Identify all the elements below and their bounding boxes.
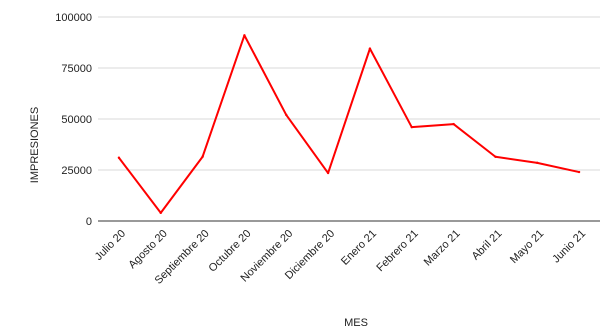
y-tick-label: 75000 — [61, 63, 92, 75]
x-tick-label: Febrero 21 — [374, 228, 421, 275]
x-tick-label: Marzo 21 — [422, 228, 463, 269]
y-tick-label: 0 — [86, 216, 92, 228]
x-axis-title: MES — [344, 317, 368, 329]
series-line — [118, 34, 580, 214]
data-point — [452, 122, 455, 126]
y-axis-title: IMPRESIONES — [29, 107, 41, 183]
y-axis-ticks: 0 25000 50000 75000 100000 — [55, 12, 92, 228]
gridlines — [98, 16, 600, 222]
y-tick-label: 50000 — [61, 114, 92, 126]
data-point — [577, 170, 581, 174]
y-tick-label: 25000 — [61, 165, 92, 177]
x-tick-label: Junio 21 — [550, 228, 588, 266]
y-tick-label: 100000 — [55, 12, 92, 24]
x-tick-label: Julio 20 — [93, 228, 128, 263]
data-point — [243, 34, 246, 37]
x-tick-label: Enero 21 — [339, 228, 379, 268]
x-tick-label: Abril 21 — [470, 228, 505, 263]
data-point — [159, 211, 162, 215]
data-point — [410, 125, 413, 129]
data-point — [285, 113, 288, 117]
data-point — [201, 155, 204, 158]
data-point — [117, 156, 121, 159]
data-point — [368, 47, 372, 50]
x-tick-label: Mayo 21 — [508, 228, 546, 266]
x-tick-label: Agosto 20 — [126, 228, 170, 272]
data-point — [494, 155, 497, 158]
series-layer — [117, 34, 581, 215]
data-point — [326, 171, 330, 175]
data-point — [536, 161, 539, 165]
